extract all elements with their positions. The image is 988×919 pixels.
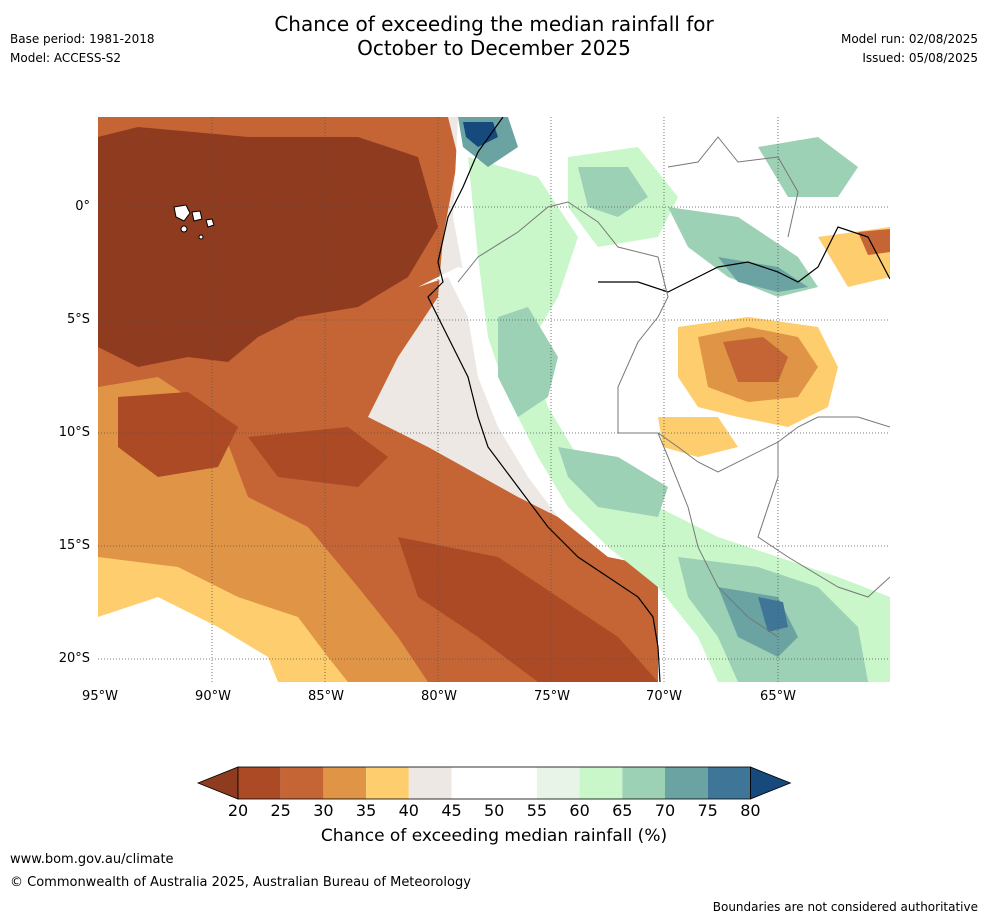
- colorbar-tick-label: 45: [441, 801, 462, 820]
- rainfall-map: [98, 117, 890, 682]
- colorbar-tick-label: 60: [569, 801, 590, 820]
- graticule: [98, 117, 890, 682]
- colorbar-label: Chance of exceeding median rainfall (%): [320, 826, 668, 846]
- amazon-coastline: [598, 226, 890, 293]
- lat-label-0: 0°: [75, 199, 90, 214]
- colorbar-tick-label: 65: [612, 801, 633, 820]
- issued-text: Issued: 05/08/2025: [862, 51, 978, 65]
- galapagos-islands: [173, 204, 215, 240]
- land-wet-northeast: [758, 137, 858, 197]
- ocean-very-dry-region: [98, 127, 438, 367]
- lon-label-65w: 65°W: [760, 689, 796, 704]
- colorbar: [195, 766, 793, 800]
- lon-label-70w: 70°W: [646, 689, 682, 704]
- colorbar-tick-label: 75: [697, 801, 718, 820]
- colorbar-tick-label: 20: [227, 801, 249, 820]
- title-line-1: Chance of exceeding the median rainfall …: [274, 12, 714, 36]
- lon-label-75w: 75°W: [534, 689, 570, 704]
- colorbar-cell: [665, 767, 708, 799]
- land-moderate-wet-2: [498, 307, 558, 417]
- colorbar-cell: [579, 767, 623, 799]
- land-extreme-wet-2: [758, 597, 788, 632]
- land-very-wet-2: [718, 257, 808, 292]
- model-text: Model: ACCESS-S2: [10, 51, 122, 65]
- lon-label-80w: 80°W: [421, 689, 457, 704]
- colorbar-tick-label: 35: [355, 801, 377, 820]
- ocean-white-band: [98, 597, 278, 682]
- colorbar-cell: [366, 767, 409, 799]
- colorbar-tick-label: 25: [270, 801, 291, 820]
- land-dry-region-core: [723, 337, 788, 382]
- disclaimer-text: Boundaries are not considered authoritat…: [712, 900, 978, 914]
- colorbar-cell: [408, 767, 452, 799]
- colorbar-cell: [323, 767, 367, 799]
- colorbar-cell: [494, 767, 537, 799]
- model-run-text: Model run: 02/08/2025: [840, 32, 978, 46]
- lat-label-20s: 20°S: [58, 651, 90, 666]
- header-meta-right: Model run: 02/08/2025 Issued: 05/08/2025: [841, 30, 978, 68]
- ocean-dry-patch-3: [398, 537, 658, 682]
- coastline: [427, 117, 661, 682]
- lat-label-10s: 10°S: [58, 425, 90, 440]
- colorbar-extend-low: [196, 766, 239, 800]
- colorbar-tick-label: 55: [526, 801, 548, 820]
- colorbar-cell: [622, 767, 665, 799]
- colorbar-outline: [237, 766, 751, 800]
- land-moderate-wet-1: [578, 167, 648, 217]
- lon-label-95w: 95°W: [82, 689, 118, 704]
- colorbar-cell: [238, 767, 281, 799]
- ocean-dry-patch-2: [248, 427, 388, 487]
- colorbar-extend-high: [750, 766, 792, 800]
- colorbar-tick-label: 30: [313, 801, 334, 820]
- colorbar-cell: [707, 767, 751, 799]
- colorbar-tick-label: 70: [654, 801, 676, 820]
- map-title: Chance of exceeding the median rainfall …: [0, 12, 988, 60]
- lon-label-90w: 90°W: [195, 689, 231, 704]
- ocean-dry-patch-1: [118, 392, 238, 477]
- map-svg: [98, 117, 890, 682]
- land-moderate-wet-3: [558, 447, 668, 517]
- copyright-text: © Commonwealth of Australia 2025, Austra…: [10, 875, 471, 890]
- lat-label-15s: 15°S: [58, 538, 90, 553]
- country-borders: [457, 136, 890, 638]
- title-line-2: October to December 2025: [357, 36, 631, 60]
- colorbar-tick-label: 50: [484, 801, 505, 820]
- colorbar-tick-label: 40: [398, 801, 419, 820]
- land-dry-east-core: [858, 229, 890, 255]
- colorbar-tick-label: 80: [740, 801, 761, 820]
- lon-label-85w: 85°W: [308, 689, 344, 704]
- website-text: www.bom.gov.au/climate: [10, 852, 174, 867]
- base-period-text: Base period: 1981-2018: [10, 32, 155, 46]
- colorbar-cell: [536, 767, 580, 799]
- colorbar-svg: [196, 766, 792, 800]
- colorbar-cell: [280, 767, 324, 799]
- colorbar-cell: [451, 767, 495, 799]
- header-meta-left: Base period: 1981-2018 Model: ACCESS-S2: [10, 30, 155, 68]
- colorbar-cells: [196, 766, 792, 800]
- land-extreme-wet-1: [463, 122, 498, 147]
- lat-label-5s: 5°S: [66, 312, 90, 327]
